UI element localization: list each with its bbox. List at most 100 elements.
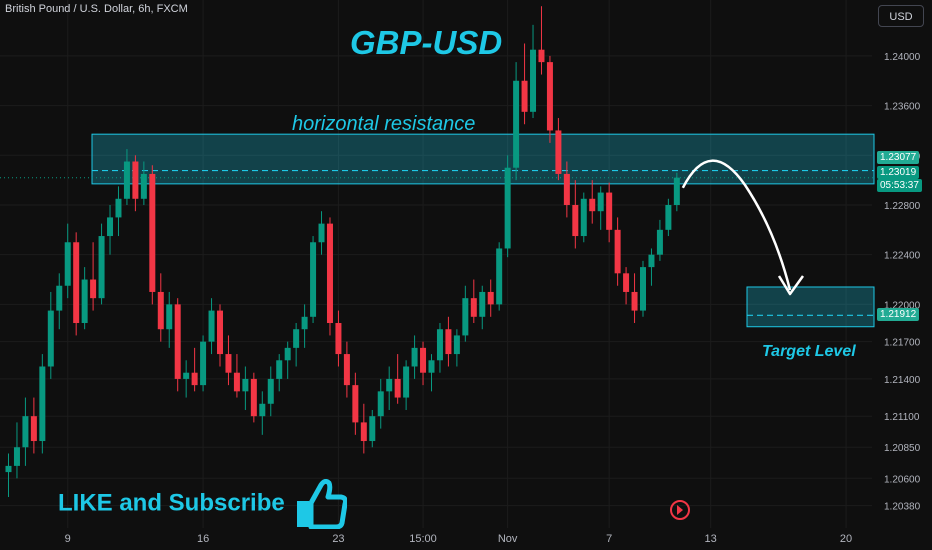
candle <box>326 217 333 336</box>
thumbs-up-icon <box>297 478 349 530</box>
candle-body <box>98 236 105 299</box>
candle <box>191 347 198 392</box>
candle <box>386 366 393 410</box>
x-tick-label: 15:00 <box>409 533 437 545</box>
candle <box>318 211 325 255</box>
candle <box>403 360 410 410</box>
candle <box>623 267 630 305</box>
candle-body <box>267 378 274 404</box>
candle-body <box>276 360 283 379</box>
candle-body <box>589 198 596 212</box>
candle-body <box>174 304 181 379</box>
candle <box>149 165 156 305</box>
candle <box>115 186 122 237</box>
candle-body <box>233 372 240 392</box>
candle-body <box>166 304 173 330</box>
candle-body <box>360 422 367 442</box>
candle <box>555 118 562 181</box>
candle-body <box>538 49 545 63</box>
candle-body <box>597 192 604 212</box>
candle <box>293 323 300 367</box>
x-tick-label: Nov <box>498 533 518 545</box>
y-tick-label: 1.21700 <box>884 338 921 349</box>
candle <box>420 341 427 386</box>
candle-body <box>606 192 613 230</box>
candle-body <box>225 354 232 373</box>
y-tick-label: 1.20600 <box>884 474 921 485</box>
candle <box>5 453 12 497</box>
candle-body <box>504 167 511 249</box>
candle-body <box>470 298 477 317</box>
candle <box>242 366 249 410</box>
candle-body <box>648 254 655 268</box>
candle-body <box>513 80 520 168</box>
candle <box>470 279 477 324</box>
candle <box>98 223 105 305</box>
candle-body <box>81 279 88 324</box>
candle <box>310 236 317 324</box>
y-tick-label: 1.20380 <box>884 502 921 513</box>
candle-body <box>310 242 317 317</box>
candle <box>284 341 291 379</box>
overlay <box>681 159 805 296</box>
candle-body <box>428 360 435 373</box>
candle <box>30 397 37 454</box>
last-price-label: 1.23019 <box>877 166 920 179</box>
x-tick-label: 23 <box>332 533 344 545</box>
candle-body <box>149 173 156 292</box>
candle-body <box>394 378 401 398</box>
candle-body <box>123 161 130 199</box>
candle-body <box>665 204 672 230</box>
candle-body <box>140 173 147 199</box>
currency-button[interactable]: USD <box>878 5 924 27</box>
candle-body <box>326 223 333 324</box>
candle-body <box>580 198 587 237</box>
candle <box>496 242 503 311</box>
candle-body <box>30 416 37 442</box>
candle-body <box>259 403 266 417</box>
candle <box>267 366 274 417</box>
candle <box>174 298 181 392</box>
y-tick-label: 1.21100 <box>884 412 920 423</box>
y-axis: 1.240001.236001.232001.228001.224001.220… <box>884 52 921 513</box>
candle <box>157 273 164 342</box>
candle-body <box>115 198 122 218</box>
x-tick-label: 16 <box>197 533 209 545</box>
candle-body <box>487 291 494 305</box>
candle <box>335 310 342 367</box>
candle-body <box>496 248 503 305</box>
candle <box>183 360 190 398</box>
candle-body <box>521 80 528 112</box>
countdown-label: 05:53:37 <box>877 179 922 192</box>
y-tick-label: 1.22400 <box>884 251 921 262</box>
candle-body <box>22 416 29 448</box>
candle-body <box>318 223 325 243</box>
candle <box>123 149 130 205</box>
candle <box>462 285 469 342</box>
candle <box>563 161 570 218</box>
like-subscribe-text: LIKE and Subscribe <box>58 478 349 530</box>
candle-body <box>64 242 71 286</box>
candle <box>369 409 376 448</box>
replay-icon[interactable] <box>670 500 690 520</box>
candle <box>140 161 147 205</box>
candle-body <box>530 49 537 112</box>
candle-body <box>90 279 97 299</box>
candle <box>521 43 528 125</box>
target-price-label: 1.21912 <box>877 308 920 321</box>
candle-body <box>47 310 54 367</box>
candle <box>22 397 29 466</box>
candle <box>394 354 401 404</box>
candle <box>56 273 63 330</box>
candle <box>107 204 114 255</box>
candle-body <box>343 354 350 386</box>
candle <box>411 335 418 379</box>
y-tick-label: 1.22000 <box>884 300 921 311</box>
candle <box>377 378 384 429</box>
candle-body <box>555 130 562 174</box>
candle-body <box>5 465 12 473</box>
candle-body <box>293 329 300 348</box>
